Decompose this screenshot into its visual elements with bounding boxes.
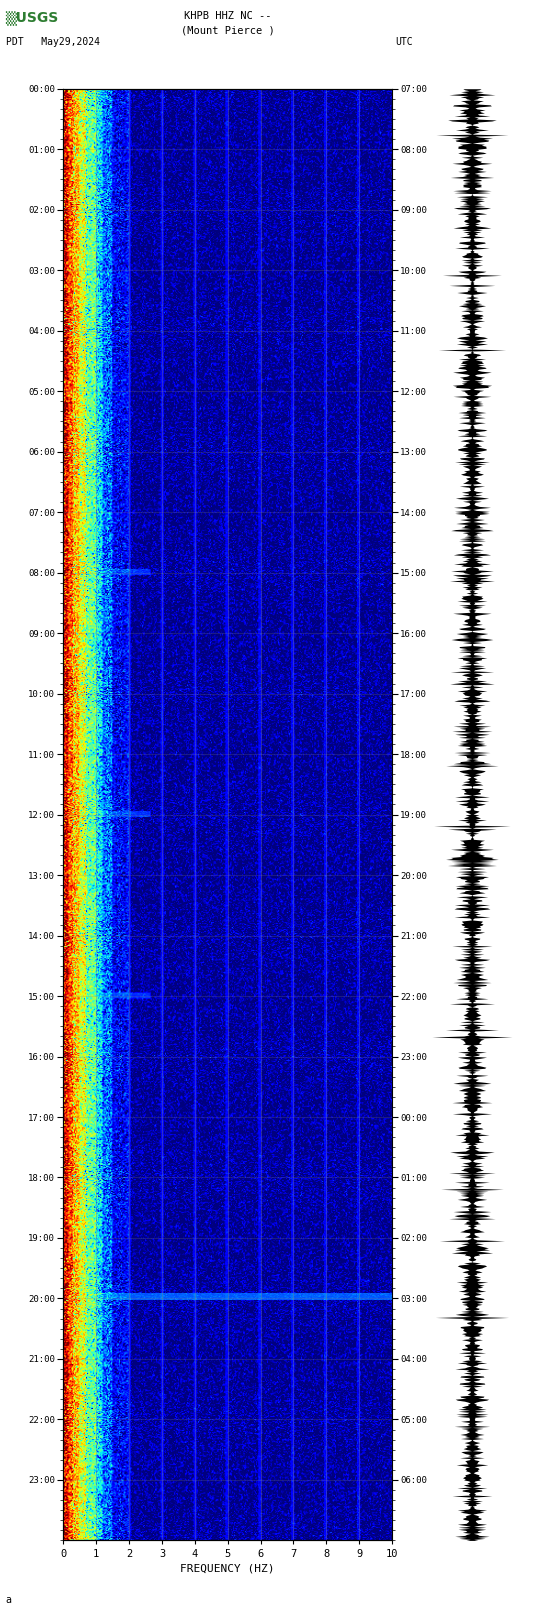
Text: PDT   May29,2024: PDT May29,2024 — [6, 37, 99, 47]
Text: UTC: UTC — [395, 37, 413, 47]
X-axis label: FREQUENCY (HZ): FREQUENCY (HZ) — [181, 1563, 275, 1574]
Text: ▒USGS: ▒USGS — [6, 11, 59, 26]
Text: KHPB HHZ NC --: KHPB HHZ NC -- — [184, 11, 272, 21]
Text: (Mount Pierce ): (Mount Pierce ) — [181, 26, 274, 35]
Text: a: a — [6, 1595, 12, 1605]
